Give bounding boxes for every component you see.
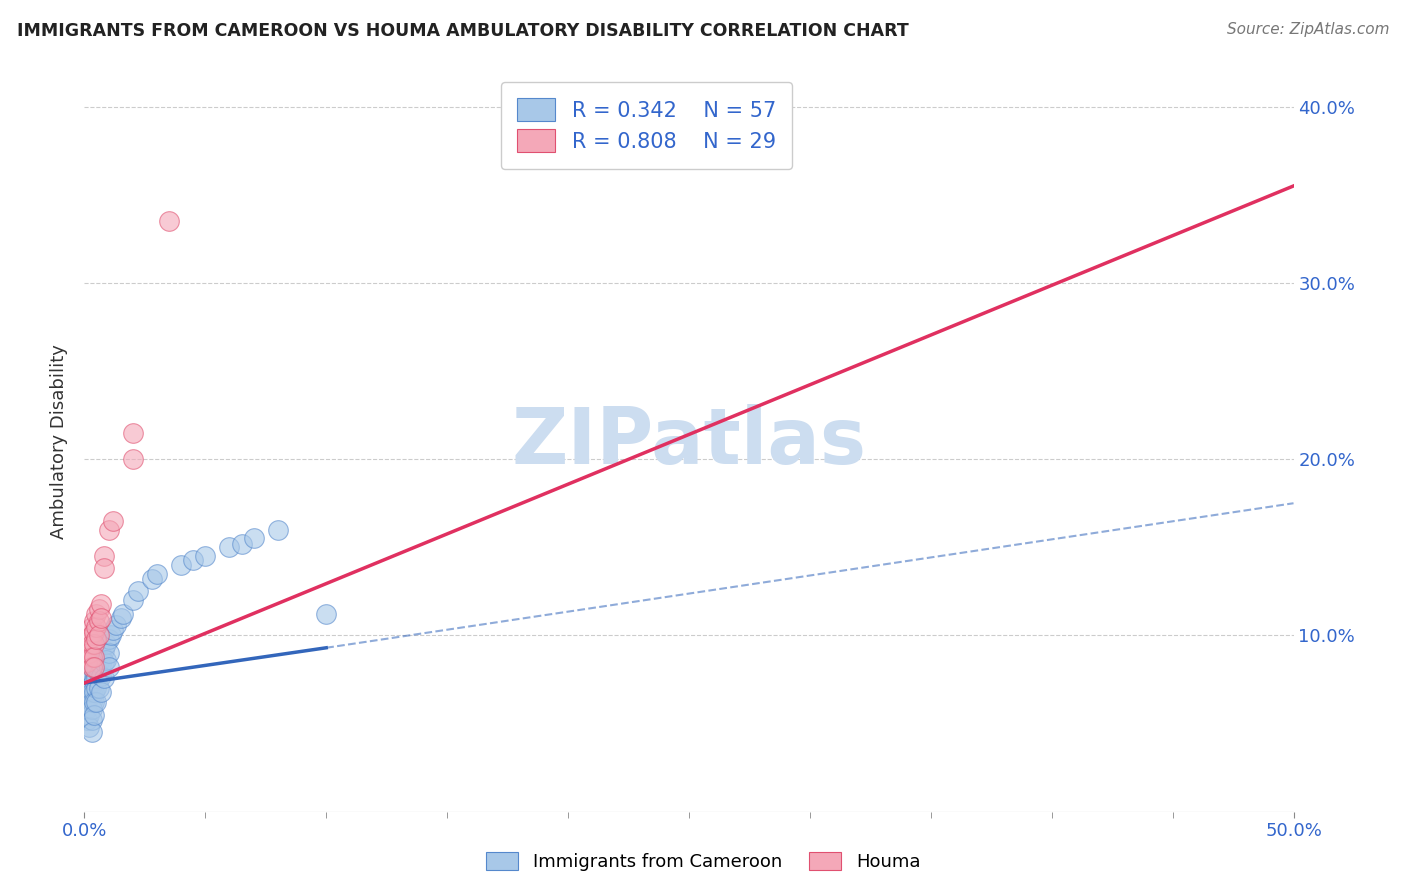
Point	[80, 619, 103, 633]
Point	[80, 660, 103, 674]
Point	[90, 657, 112, 671]
Point	[94, 637, 117, 651]
Point	[80, 695, 103, 709]
Point	[231, 537, 253, 551]
Point	[97, 646, 120, 660]
Point	[86, 619, 108, 633]
Point	[87, 655, 110, 669]
Point	[83, 695, 105, 709]
Point	[77, 678, 100, 692]
Point	[76, 642, 98, 657]
Point	[121, 425, 143, 440]
Point	[83, 637, 105, 651]
Point	[83, 664, 105, 678]
Point	[76, 713, 98, 727]
Point	[127, 584, 149, 599]
Point	[110, 611, 132, 625]
Point	[80, 725, 103, 739]
Text: ZIPatlas: ZIPatlas	[512, 403, 866, 480]
Point	[83, 649, 105, 664]
Point	[86, 660, 108, 674]
Point	[80, 713, 103, 727]
Point	[87, 602, 110, 616]
Point	[90, 611, 112, 625]
Point	[93, 642, 115, 657]
Point	[80, 702, 103, 716]
Point	[103, 623, 125, 637]
Point	[170, 558, 193, 572]
Point	[315, 607, 337, 622]
Point	[76, 681, 98, 696]
Point	[90, 597, 112, 611]
Point	[77, 632, 100, 646]
Point	[86, 681, 108, 696]
Point	[77, 707, 100, 722]
Point	[86, 671, 108, 685]
Point	[267, 523, 290, 537]
Y-axis label: Ambulatory Disability: Ambulatory Disability	[51, 344, 69, 539]
Point	[77, 690, 100, 705]
Point	[97, 660, 120, 674]
Point	[141, 572, 163, 586]
Point	[80, 667, 103, 681]
Point	[90, 685, 112, 699]
Point	[87, 681, 110, 696]
Point	[86, 607, 108, 622]
Point	[218, 541, 240, 555]
Point	[76, 702, 98, 716]
Point	[103, 514, 125, 528]
Point	[86, 632, 108, 646]
Point	[90, 669, 112, 683]
Point	[97, 523, 120, 537]
Point	[146, 566, 169, 581]
Text: IMMIGRANTS FROM CAMEROON VS HOUMA AMBULATORY DISABILITY CORRELATION CHART: IMMIGRANTS FROM CAMEROON VS HOUMA AMBULA…	[17, 22, 908, 40]
Point	[83, 624, 105, 639]
Point	[90, 646, 112, 660]
Point	[112, 607, 135, 622]
Point	[77, 720, 100, 734]
Point	[87, 667, 110, 681]
Point	[93, 561, 115, 575]
Point	[83, 674, 105, 689]
Point	[93, 549, 115, 563]
Point	[76, 690, 98, 705]
Point	[83, 707, 105, 722]
Point	[157, 214, 180, 228]
Point	[77, 673, 100, 687]
Point	[80, 678, 103, 692]
Point	[121, 452, 143, 467]
Point	[93, 671, 115, 685]
Point	[87, 615, 110, 629]
Point	[83, 615, 105, 629]
Text: Source: ZipAtlas.com: Source: ZipAtlas.com	[1226, 22, 1389, 37]
Point	[77, 646, 100, 660]
Point	[86, 695, 108, 709]
Legend: R = 0.342    N = 57, R = 0.808    N = 29: R = 0.342 N = 57, R = 0.808 N = 29	[501, 82, 793, 169]
Point	[80, 628, 103, 642]
Point	[83, 660, 105, 674]
Point	[94, 653, 117, 667]
Point	[121, 593, 143, 607]
Point	[97, 632, 120, 646]
Point	[93, 655, 115, 669]
Point	[87, 628, 110, 642]
Point	[76, 655, 98, 669]
Point	[181, 552, 204, 566]
Point	[80, 637, 103, 651]
Point	[104, 618, 127, 632]
Point	[100, 628, 122, 642]
Point	[80, 685, 103, 699]
Point	[83, 685, 105, 699]
Point	[242, 532, 264, 546]
Point	[80, 649, 103, 664]
Legend: Immigrants from Cameroon, Houma: Immigrants from Cameroon, Houma	[478, 845, 928, 879]
Point	[194, 549, 217, 563]
